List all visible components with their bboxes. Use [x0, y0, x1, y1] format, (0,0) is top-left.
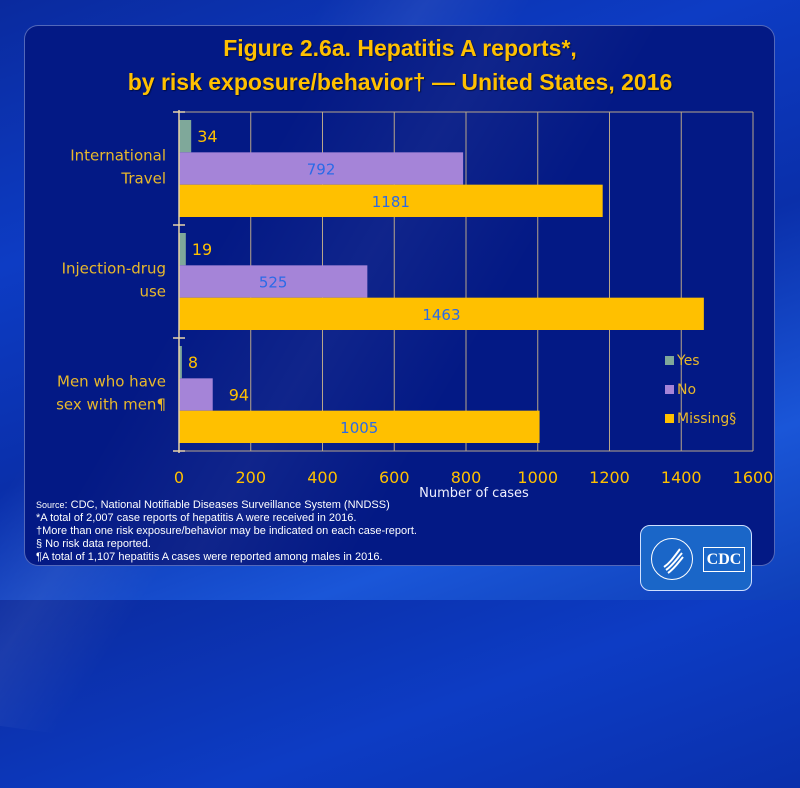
- cdc-logo: CDC: [640, 525, 752, 591]
- data-label: 94: [229, 386, 249, 405]
- data-label: 34: [197, 127, 217, 146]
- bar-missing: [179, 410, 540, 443]
- legend-swatch-missing: [665, 414, 674, 423]
- bar-no: [179, 265, 368, 298]
- cdc-wordmark: CDC: [703, 547, 745, 572]
- footnotes: Source: CDC, National Notifiable Disease…: [36, 499, 417, 564]
- category-label: sex with men¶: [56, 396, 166, 414]
- x-tick-label: 600: [379, 468, 410, 487]
- category-labels: International Travel Injection-drug use Men …: [56, 147, 166, 414]
- data-label: 8: [188, 353, 198, 372]
- bars: 34 792 1181 19 525 1463 8 94 1005: [179, 120, 704, 443]
- bar-yes: [179, 120, 192, 153]
- eagle-glyph: [663, 548, 684, 574]
- data-label: 19: [192, 240, 212, 259]
- bar-no: [179, 378, 213, 411]
- figure-title: Figure 2.6a. Hepatitis A reports*, by ri…: [0, 31, 800, 99]
- legend-label: Yes: [676, 353, 700, 369]
- data-label: 525: [259, 274, 288, 292]
- category-label: use: [139, 283, 166, 301]
- category-label: Travel: [120, 170, 166, 188]
- bar-missing: [179, 184, 603, 217]
- legend-label: Missing§: [677, 411, 736, 427]
- footnote-males-total: ¶A total of 1,107 hepatitis A cases were…: [36, 551, 383, 563]
- data-label: 792: [307, 161, 336, 179]
- data-label: 1463: [422, 306, 460, 324]
- x-tick-label: 1400: [661, 468, 702, 487]
- x-tick-label: 800: [451, 468, 482, 487]
- x-tick-label: 1200: [589, 468, 630, 487]
- category-label: International: [70, 147, 166, 165]
- legend-swatch-yes: [665, 356, 674, 365]
- content-panel: [24, 25, 775, 566]
- bar-missing: [179, 297, 704, 330]
- bar-no: [179, 152, 464, 185]
- source-prefix: Source: [36, 500, 65, 510]
- x-axis-title: Number of cases: [419, 486, 529, 501]
- footnote-source: Source: CDC, National Notifiable Disease…: [36, 499, 417, 512]
- data-label: 1181: [372, 193, 410, 211]
- x-tick-labels: 0 200 400 600 800 1000 1200 1400 1600: [174, 468, 773, 487]
- footnote-total-reports: *A total of 2,007 case reports of hepati…: [36, 512, 357, 524]
- category-label: Men who have: [57, 373, 166, 391]
- legend-label: No: [677, 382, 696, 398]
- x-tick-label: 200: [235, 468, 266, 487]
- footnote-multiple-risks: †More than one risk exposure/behavior ma…: [36, 525, 417, 537]
- title-line-1: Figure 2.6a. Hepatitis A reports*,: [223, 35, 577, 61]
- legend-swatch-no: [665, 385, 674, 394]
- source-text: : CDC, National Notifiable Diseases Surv…: [64, 499, 390, 511]
- bar-yes: [179, 346, 182, 379]
- legend: Yes No Missing§: [665, 353, 736, 427]
- category-label: Injection-drug: [62, 260, 166, 278]
- hhs-eagle-icon: [651, 538, 693, 580]
- panel-sheen: [25, 26, 774, 565]
- footnote-no-risk-data: § No risk data reported.: [36, 538, 151, 550]
- title-line-2: by risk exposure/behavior† — United Stat…: [127, 69, 673, 95]
- x-tick-label: 1000: [517, 468, 558, 487]
- x-tick-label: 0: [174, 468, 184, 487]
- data-label: 1005: [340, 419, 378, 437]
- x-tick-label: 400: [307, 468, 338, 487]
- bar-yes: [179, 233, 186, 266]
- bar-chart: 34 792 1181 19 525 1463 8 94 1005 International T…: [56, 110, 773, 501]
- x-tick-label: 1600: [733, 468, 774, 487]
- axes: [173, 110, 185, 453]
